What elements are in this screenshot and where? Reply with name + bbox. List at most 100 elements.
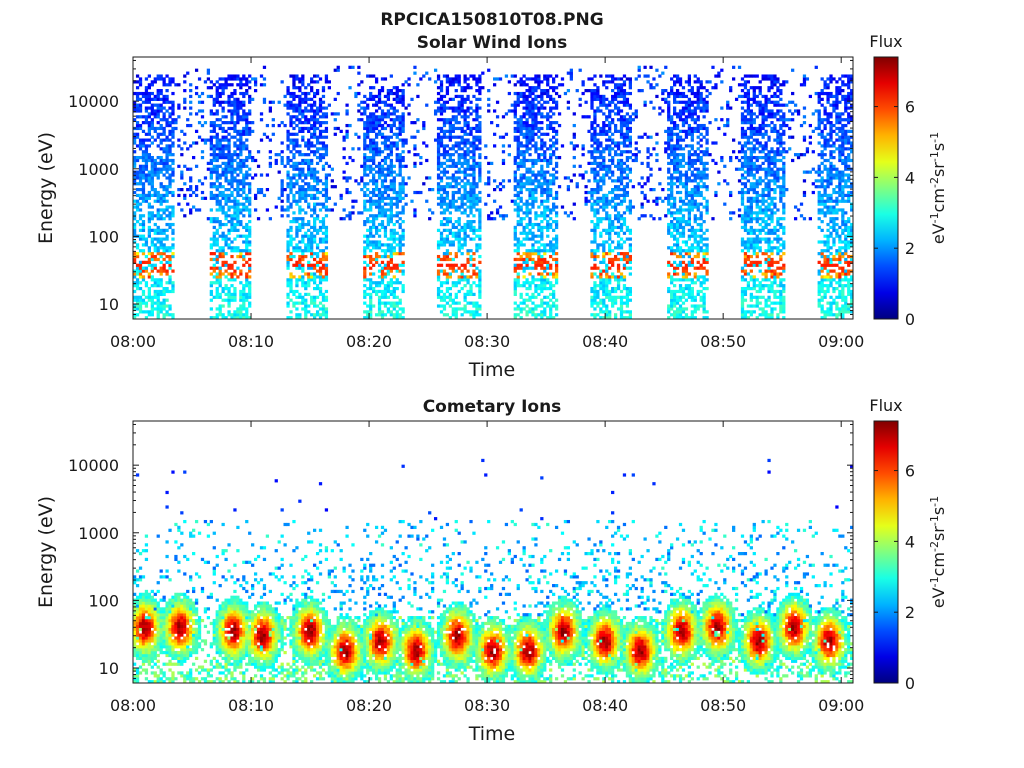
heatmap-cell (209, 193, 213, 198)
heatmap-cell (230, 115, 234, 119)
heatmap-cell (401, 286, 405, 291)
heatmap-cell (135, 272, 140, 276)
heatmap-cell (552, 246, 556, 250)
heatmap-cell (611, 263, 615, 267)
heatmap-cell (549, 310, 553, 314)
heatmap-cell (546, 158, 550, 163)
heatmap-cell (133, 231, 137, 235)
heatmap-cell (602, 173, 606, 177)
heatmap-cell (460, 313, 464, 317)
heatmap-cell (590, 161, 594, 166)
heatmap-cell (286, 205, 290, 209)
heatmap-cell (593, 115, 597, 119)
heatmap-cell (522, 132, 526, 136)
heatmap-cell (168, 263, 172, 267)
heatmap-cell (245, 182, 249, 186)
heatmap-cell (445, 89, 450, 93)
heatmap-cell (318, 147, 323, 151)
heatmap-cell (436, 91, 441, 96)
heatmap-cell (436, 254, 441, 259)
heatmap-cell (301, 188, 305, 192)
heatmap-cell (478, 307, 482, 311)
heatmap-cell (153, 237, 157, 241)
heatmap-cell (321, 144, 326, 148)
heatmap-cell (313, 234, 317, 238)
heatmap-cell (469, 144, 473, 148)
heatmap-cell (554, 176, 559, 180)
heatmap-cell (593, 313, 597, 317)
heatmap-cell (233, 91, 237, 96)
heatmap-cell (519, 208, 523, 212)
heatmap-cell (516, 252, 520, 256)
heatmap-cell (218, 164, 222, 168)
heatmap-cell (531, 126, 535, 131)
heatmap-cell (183, 74, 187, 78)
heatmap-cell (531, 199, 535, 203)
heatmap-cell (212, 123, 216, 128)
heatmap-cell (605, 144, 609, 148)
heatmap-cell (301, 121, 305, 125)
heatmap-cell (531, 109, 535, 113)
heatmap-cell (289, 176, 293, 180)
heatmap-cell (463, 129, 467, 133)
heatmap-cell (342, 147, 346, 151)
heatmap-cell (233, 310, 237, 314)
heatmap-cell (215, 289, 219, 294)
heatmap-cell (472, 269, 476, 273)
heatmap-cell (304, 307, 308, 311)
heatmap-cell (363, 284, 367, 288)
heatmap-cell (572, 112, 576, 116)
heatmap-cell (369, 231, 373, 235)
heatmap-cell (162, 188, 166, 192)
heatmap-cell (513, 103, 517, 107)
heatmap-cell (445, 170, 450, 174)
heatmap-cell (445, 100, 450, 104)
heatmap-cell (537, 147, 541, 151)
heatmap-cell (590, 202, 594, 206)
heatmap-cell (510, 109, 514, 113)
heatmap-cell (310, 106, 314, 110)
heatmap-cell (298, 196, 302, 200)
heatmap-cell (540, 243, 544, 247)
heatmap-cell (310, 246, 314, 250)
heatmap-cell (549, 208, 553, 212)
heatmap-cell (310, 109, 314, 113)
heatmap-cell (546, 89, 550, 93)
heatmap-cell (401, 126, 405, 131)
heatmap-cell (153, 164, 157, 168)
heatmap-cell (525, 202, 529, 206)
heatmap-cell (245, 126, 249, 131)
heatmap-cell (590, 208, 594, 212)
heatmap-cell (395, 173, 399, 177)
heatmap-cell (321, 182, 326, 186)
heatmap-cell (236, 211, 240, 215)
heatmap-cell (531, 257, 535, 262)
heatmap-cell (575, 144, 579, 148)
heatmap-cell (315, 260, 320, 264)
heatmap-cell (292, 83, 296, 87)
heatmap-cell (215, 220, 219, 224)
heatmap-cell (531, 281, 535, 285)
heatmap-cell (215, 188, 219, 192)
heatmap-cell (395, 100, 399, 104)
heatmap-cell (445, 237, 450, 241)
heatmap-cell (516, 129, 520, 133)
heatmap-cell (315, 284, 320, 288)
heatmap-cell (593, 208, 597, 212)
heatmap-cell (401, 185, 405, 189)
heatmap-cell (150, 295, 154, 299)
heatmap-cell (454, 237, 458, 241)
heatmap-cell (439, 222, 444, 227)
heatmap-cell (327, 208, 331, 212)
heatmap-cell (304, 126, 308, 131)
heatmap-cell (133, 225, 137, 230)
heatmap-cell (318, 240, 323, 244)
heatmap-cell (386, 222, 391, 227)
heatmap-cell (543, 205, 547, 209)
heatmap-cell (392, 123, 396, 128)
heatmap-cell (286, 112, 290, 116)
heatmap-cell (608, 275, 612, 279)
heatmap-cell (369, 214, 373, 218)
heatmap-cell (315, 246, 320, 250)
heatmap-cell (386, 193, 391, 198)
